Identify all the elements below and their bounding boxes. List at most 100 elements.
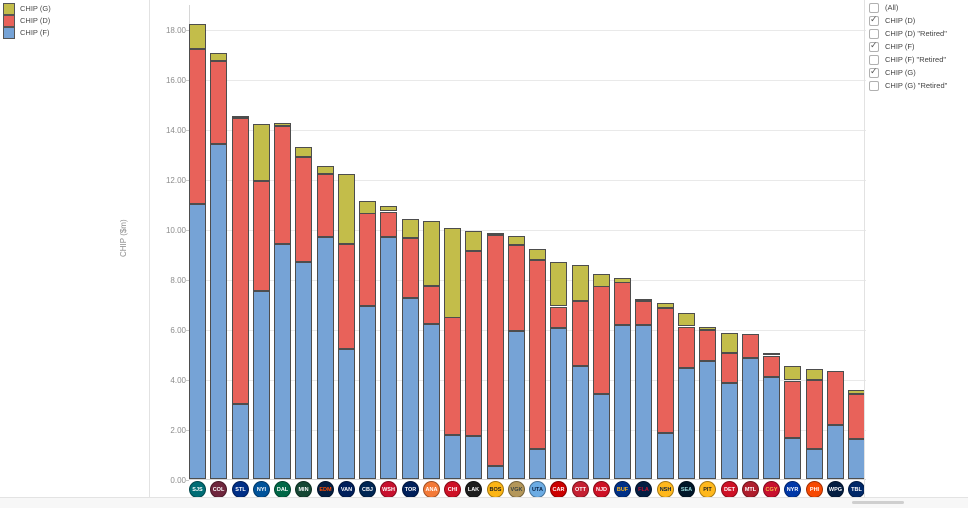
- bar-segment-phi-chipf[interactable]: [806, 449, 823, 479]
- team-logo-icon-min[interactable]: MIN: [295, 481, 312, 498]
- bar-segment-det-chipg[interactable]: [721, 333, 738, 353]
- bar-segment-nyi-chipg[interactable]: [253, 124, 270, 181]
- team-logo-icon-nsh[interactable]: NSH: [657, 481, 674, 498]
- bar-segment-chi-chipf[interactable]: [444, 435, 461, 479]
- team-logo-icon-sjs[interactable]: SJS: [189, 481, 206, 498]
- team-logo-icon-phi[interactable]: PHI: [806, 481, 823, 498]
- bar-segment-ana-chipg[interactable]: [423, 221, 440, 286]
- bar-segment-edm-chipf[interactable]: [317, 237, 334, 479]
- bar-segment-nsh-chipf[interactable]: [657, 433, 674, 479]
- team-logo-icon-tbl[interactable]: TBL: [848, 481, 865, 498]
- bar-segment-edm-chipg[interactable]: [317, 166, 334, 174]
- bar-segment-ott-chipf[interactable]: [572, 366, 589, 479]
- checkbox-icon[interactable]: ✓: [869, 40, 879, 52]
- bar-segment-dal-chipg[interactable]: [274, 123, 291, 126]
- filter-item-chip-d-[interactable]: ✓ CHIP (D): [866, 14, 966, 26]
- bar-segment-chi-chipd[interactable]: [444, 317, 461, 435]
- checkbox-icon[interactable]: ✓: [869, 66, 879, 78]
- bar-segment-sea-chipg[interactable]: [678, 313, 695, 326]
- bar-segment-stl-chipg[interactable]: [232, 116, 249, 118]
- filter-item-chip-g-retired-[interactable]: CHIP (G) "Retired": [866, 80, 966, 91]
- legend-item-chip-f-[interactable]: CHIP (F): [3, 26, 143, 39]
- bar-segment-ana-chipf[interactable]: [423, 324, 440, 479]
- bar-segment-tor-chipg[interactable]: [402, 219, 419, 238]
- horizontal-scrollbar[interactable]: [0, 497, 968, 508]
- bar-segment-njd-chipd[interactable]: [593, 286, 610, 394]
- team-logo-icon-dal[interactable]: DAL: [274, 481, 291, 498]
- team-logo-icon-vgk[interactable]: VGK: [508, 481, 525, 498]
- bar-segment-van-chipf[interactable]: [338, 349, 355, 479]
- bar-segment-vgk-chipg[interactable]: [508, 236, 525, 245]
- bar-segment-pit-chipd[interactable]: [699, 330, 716, 361]
- bar-segment-cbj-chipg[interactable]: [359, 201, 376, 214]
- bar-segment-sea-chipf[interactable]: [678, 368, 695, 479]
- bar-segment-buf-chipg[interactable]: [614, 278, 631, 283]
- bar-segment-bos-chipg[interactable]: [487, 233, 504, 235]
- bar-segment-ott-chipd[interactable]: [572, 301, 589, 366]
- team-logo-icon-nyi[interactable]: NYI: [253, 481, 270, 498]
- bar-segment-buf-chipf[interactable]: [614, 325, 631, 479]
- bar-segment-cbj-chipf[interactable]: [359, 306, 376, 479]
- bar-segment-nyr-chipd[interactable]: [784, 381, 801, 438]
- bar-segment-bos-chipd[interactable]: [487, 235, 504, 466]
- bar-segment-nsh-chipd[interactable]: [657, 308, 674, 433]
- bar-segment-car-chipf[interactable]: [550, 328, 567, 479]
- bar-segment-stl-chipf[interactable]: [232, 404, 249, 479]
- bar-segment-cgy-chipf[interactable]: [763, 377, 780, 479]
- bar-segment-wsh-chipd[interactable]: [380, 212, 397, 237]
- bar-segment-van-chipg[interactable]: [338, 174, 355, 244]
- bar-segment-sea-chipd[interactable]: [678, 327, 695, 368]
- filter-item-chip-f-[interactable]: ✓ CHIP (F): [866, 40, 966, 52]
- bar-segment-stl-chipd[interactable]: [232, 118, 249, 404]
- bar-segment-ott-chipg[interactable]: [572, 265, 589, 301]
- bar-segment-wpg-chipf[interactable]: [827, 425, 844, 479]
- bar-segment-uta-chipf[interactable]: [529, 449, 546, 479]
- bar-segment-dal-chipd[interactable]: [274, 126, 291, 244]
- bar-segment-mtl-chipd[interactable]: [742, 334, 759, 358]
- bar-segment-vgk-chipf[interactable]: [508, 331, 525, 479]
- bar-segment-wpg-chipd[interactable]: [827, 371, 844, 425]
- bar-segment-uta-chipd[interactable]: [529, 260, 546, 449]
- checkbox-icon[interactable]: [869, 28, 879, 39]
- bar-segment-tbl-chipd[interactable]: [848, 394, 865, 439]
- bar-segment-car-chipd[interactable]: [550, 307, 567, 328]
- bar-segment-sjs-chipf[interactable]: [189, 204, 206, 479]
- team-logo-icon-fla[interactable]: FLA: [635, 481, 652, 498]
- bar-segment-wsh-chipg[interactable]: [380, 206, 397, 211]
- bar-segment-lak-chipf[interactable]: [465, 436, 482, 479]
- team-logo-icon-col[interactable]: COL: [210, 481, 227, 498]
- bar-segment-nsh-chipg[interactable]: [657, 303, 674, 308]
- team-logo-icon-ana[interactable]: ANA: [423, 481, 440, 498]
- team-logo-icon-njd[interactable]: NJD: [593, 481, 610, 498]
- team-logo-icon-pit[interactable]: PIT: [699, 481, 716, 498]
- team-logo-icon-ott[interactable]: OTT: [572, 481, 589, 498]
- bar-segment-tor-chipd[interactable]: [402, 238, 419, 298]
- bar-segment-pit-chipg[interactable]: [699, 327, 716, 330]
- team-logo-icon-lak[interactable]: LAK: [465, 481, 482, 498]
- bar-segment-min-chipg[interactable]: [295, 147, 312, 157]
- bar-segment-vgk-chipd[interactable]: [508, 245, 525, 331]
- team-logo-icon-tor[interactable]: TOR: [402, 481, 419, 498]
- team-logo-icon-wpg[interactable]: WPG: [827, 481, 844, 498]
- bar-segment-sjs-chipg[interactable]: [189, 24, 206, 49]
- bar-segment-cbj-chipd[interactable]: [359, 213, 376, 306]
- bar-segment-lak-chipd[interactable]: [465, 251, 482, 436]
- bar-segment-dal-chipf[interactable]: [274, 244, 291, 479]
- bar-segment-tor-chipf[interactable]: [402, 298, 419, 479]
- team-logo-icon-chi[interactable]: CHI: [444, 481, 461, 498]
- bar-segment-pit-chipf[interactable]: [699, 361, 716, 479]
- bar-segment-bos-chipf[interactable]: [487, 466, 504, 479]
- bar-segment-nyr-chipg[interactable]: [784, 366, 801, 380]
- bar-segment-nyi-chipd[interactable]: [253, 181, 270, 291]
- bar-segment-col-chipd[interactable]: [210, 61, 227, 144]
- bar-segment-min-chipd[interactable]: [295, 157, 312, 262]
- bar-segment-sjs-chipd[interactable]: [189, 49, 206, 204]
- bar-segment-col-chipg[interactable]: [210, 53, 227, 61]
- bar-segment-nyi-chipf[interactable]: [253, 291, 270, 479]
- bar-segment-wsh-chipf[interactable]: [380, 237, 397, 479]
- bar-segment-van-chipd[interactable]: [338, 244, 355, 349]
- scrollbar-handle[interactable]: [852, 501, 904, 504]
- bar-segment-mtl-chipf[interactable]: [742, 358, 759, 479]
- team-logo-icon-nyr[interactable]: NYR: [784, 481, 801, 498]
- bar-segment-tbl-chipf[interactable]: [848, 439, 865, 479]
